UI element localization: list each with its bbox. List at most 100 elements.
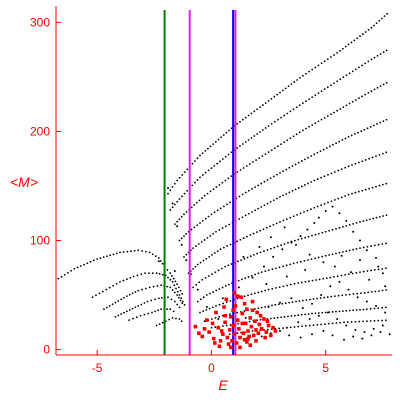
curve-17-point-18 xyxy=(297,325,300,328)
curve-2-point-27 xyxy=(181,302,184,305)
curve-10-point-0 xyxy=(183,255,185,258)
curve-10-point-39 xyxy=(300,185,303,188)
scatter-point-27 xyxy=(359,239,361,242)
curve-14-point-1 xyxy=(202,310,205,313)
curve-10-point-40 xyxy=(304,184,306,186)
curve-1-point-11 xyxy=(129,276,132,279)
curve-7-point-30 xyxy=(250,137,253,139)
curve-8-point-67 xyxy=(373,88,376,91)
curve-11-point-10 xyxy=(213,252,216,254)
scatter-point-36 xyxy=(301,307,304,310)
curve-10-point-4 xyxy=(192,247,195,250)
curve-14-point-26 xyxy=(289,283,292,286)
scatter-point-17 xyxy=(290,241,293,244)
curve-3-point-20 xyxy=(176,303,179,306)
scatter-point-29 xyxy=(375,256,377,259)
curve-11-point-19 xyxy=(242,237,245,240)
curve-8-point-4 xyxy=(183,213,185,216)
red-point-38 xyxy=(264,330,269,334)
curve-17-point-22 xyxy=(312,324,315,327)
curve-7-point-48 xyxy=(305,100,307,102)
curve-8-point-14 xyxy=(209,190,212,193)
curve-7-point-39 xyxy=(277,118,279,121)
scatter-point-56 xyxy=(381,324,384,327)
curve-7-point-45 xyxy=(295,106,298,109)
curve-11-point-31 xyxy=(282,219,285,222)
curve-4-point-13 xyxy=(172,310,175,313)
curve-13-point-14 xyxy=(241,278,243,281)
red-point-66 xyxy=(265,319,270,323)
curve-13-point-6 xyxy=(215,289,218,292)
curve-12-point-31 xyxy=(293,239,296,242)
curve-12-point-32 xyxy=(297,238,300,241)
curve-8-point-1 xyxy=(176,220,179,223)
curve-8-point-53 xyxy=(330,113,332,116)
curve-4-point-1 xyxy=(132,317,134,320)
curve-12-point-54 xyxy=(372,217,375,220)
curve-0-point-17 xyxy=(112,253,115,256)
curve-14-point-37 xyxy=(329,276,332,279)
curve-10-point-15 xyxy=(225,225,227,228)
red-point-51 xyxy=(238,345,242,350)
curve-2-point-7 xyxy=(123,296,125,299)
scatter-point-18 xyxy=(299,235,302,238)
curve-4-point-9 xyxy=(160,308,163,311)
curve-6-point-37 xyxy=(264,102,267,104)
red-point-9 xyxy=(227,328,232,332)
curve-11-point-5 xyxy=(199,261,202,264)
curve-16-point-35 xyxy=(335,310,337,313)
curve-10-point-43 xyxy=(313,179,316,182)
scatter-point-64 xyxy=(331,334,334,337)
curve-9-point-57 xyxy=(350,134,353,137)
curve-13-point-26 xyxy=(282,265,284,268)
curve-16-point-1 xyxy=(214,326,217,329)
curve-16-point-5 xyxy=(229,324,232,326)
scatter-point-2 xyxy=(176,225,179,228)
curve-15-point-41 xyxy=(348,293,351,296)
curve-6-point-54 xyxy=(314,66,317,69)
red-point-53 xyxy=(258,313,263,318)
scatter-point-30 xyxy=(381,272,384,275)
curve-9-point-25 xyxy=(251,188,253,190)
scatter-point-63 xyxy=(322,330,325,333)
curve-11-point-56 xyxy=(368,187,371,190)
curve-9-point-56 xyxy=(347,135,350,138)
curve-10-point-53 xyxy=(347,165,350,168)
curve-0-point-1 xyxy=(60,275,63,278)
curve-11-point-24 xyxy=(259,229,262,232)
curve-14-point-51 xyxy=(381,267,384,270)
curve-1-point-9 xyxy=(122,279,125,282)
scatter-point-12 xyxy=(237,286,240,289)
curve-2-point-17 xyxy=(156,285,159,287)
red-point-30 xyxy=(251,333,256,338)
red-point-1 xyxy=(207,330,211,334)
curve-7-point-27 xyxy=(241,143,244,145)
scatter-point-68 xyxy=(370,334,373,337)
curve-2-point-1 xyxy=(105,306,108,309)
scatter-point-9 xyxy=(157,260,160,263)
curve-0-point-40 xyxy=(177,286,180,289)
curve-14-point-6 xyxy=(218,303,221,306)
curve-7-point-34 xyxy=(261,129,264,131)
curve-7-point-33 xyxy=(259,131,261,133)
curve-5-point-5 xyxy=(171,317,174,319)
curve-8-point-55 xyxy=(336,109,339,112)
curve-13-point-24 xyxy=(275,267,277,270)
curve-10-point-7 xyxy=(200,241,203,243)
red-point-20 xyxy=(240,311,245,316)
curve-9-point-13 xyxy=(213,211,216,214)
curve-6-point-74 xyxy=(373,24,375,27)
curve-9-point-17 xyxy=(226,203,228,206)
curve-11-point-21 xyxy=(249,234,252,236)
curve-16-point-32 xyxy=(324,311,327,314)
curve-8-point-32 xyxy=(264,153,267,156)
curve-1-point-15 xyxy=(144,272,147,275)
curve-12-point-5 xyxy=(207,275,210,277)
curve-10-point-37 xyxy=(294,188,297,191)
curve-2-point-24 xyxy=(176,294,179,296)
curve-11-point-7 xyxy=(205,257,208,260)
curve-6-point-4 xyxy=(176,179,179,182)
curve-6-point-58 xyxy=(326,58,329,61)
curve-6-point-21 xyxy=(220,136,222,139)
curve-2-point-11 xyxy=(134,291,137,293)
